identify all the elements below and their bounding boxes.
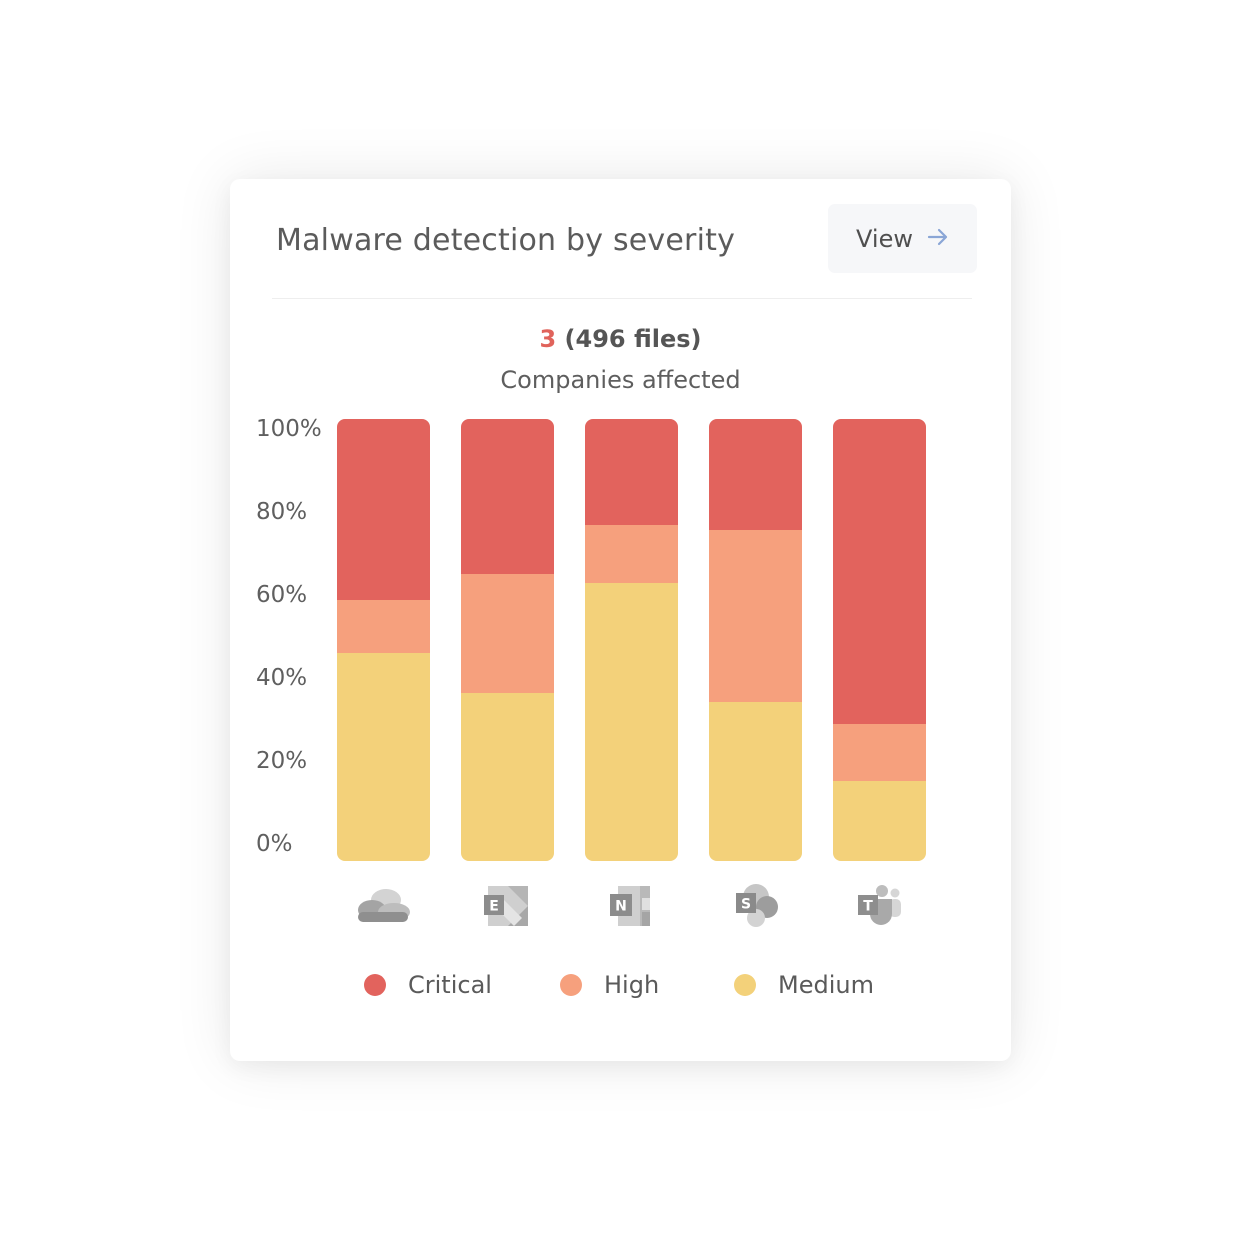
bar-segment-high-onenote [585,525,678,583]
bar-segment-high-exchange [461,573,554,694]
teams-icon: T [850,882,910,930]
bar-segment-medium-teams [833,781,926,861]
legend-swatch-medium [734,974,756,996]
y-tick-label: 80% [256,499,308,525]
y-tick-label: 20% [256,748,308,774]
files-count: (496 files) [564,325,702,353]
svg-text:E: E [489,899,499,915]
y-tick-label: 40% [256,665,308,691]
y-tick-label: 0% [256,831,293,857]
svg-text:S: S [741,897,751,913]
exchange-icon: E [478,882,538,930]
stacked-bar-chart [230,179,1011,1061]
companies-count: 3 [539,325,557,353]
legend-swatch-critical [364,974,386,996]
bar-segment-medium-onedrive [337,653,430,861]
bar-segment-critical-onedrive [337,419,430,601]
legend-label: High [604,971,660,999]
bar-segment-critical-exchange [461,419,554,574]
legend-label: Medium [778,971,874,999]
card-title: Malware detection by severity [276,223,736,258]
bar-segment-medium-exchange [461,693,554,861]
bar-segment-critical-teams [833,419,926,724]
y-tick-label: 100% [256,416,322,442]
y-tick-label: 60% [256,582,308,608]
bar-segment-medium-onenote [585,582,678,861]
legend-item-critical: Critical [364,970,492,1000]
bar-segment-high-sharepoint [709,529,802,702]
legend-item-high: High [560,970,659,1000]
svg-text:N: N [615,899,627,915]
onedrive-icon [354,882,414,930]
view-button[interactable]: View [828,204,977,273]
bar-segment-critical-sharepoint [709,419,802,530]
onenote-icon: N [602,882,662,930]
arrow-right-icon [927,228,949,250]
legend-label: Critical [408,971,492,999]
bar-segment-medium-sharepoint [709,701,802,861]
summary-line: 3 (496 files) [230,325,1011,353]
bar-segment-high-teams [833,723,926,782]
summary-label: Companies affected [500,366,741,394]
malware-severity-card: Malware detection by severity View 3 (49… [230,179,1011,1061]
sharepoint-icon: S [726,882,786,930]
header-divider [272,298,972,299]
view-button-label: View [856,224,913,253]
legend-swatch-high [560,974,582,996]
legend-item-medium: Medium [734,970,874,1000]
bar-segment-high-onedrive [337,600,430,654]
svg-text:T: T [863,899,873,915]
bar-segment-critical-onenote [585,419,678,526]
